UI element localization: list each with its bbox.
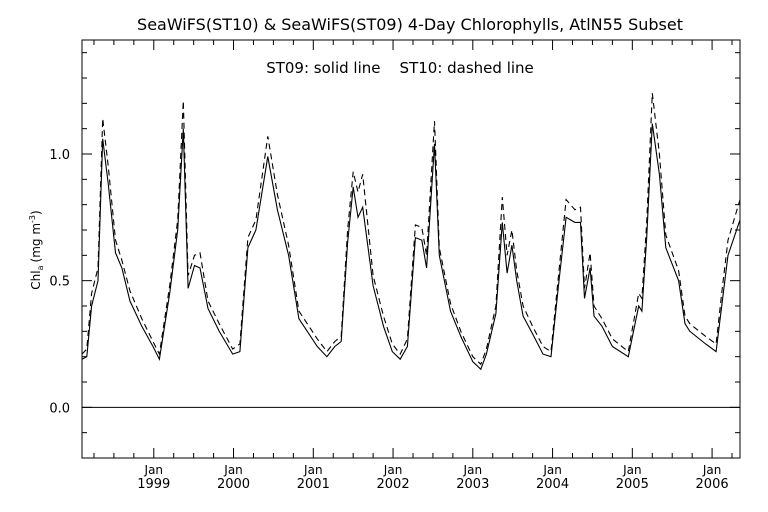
x-tick-year-label: 2000 <box>217 477 250 492</box>
x-tick-month-label: Jan <box>702 463 722 477</box>
y-axis-label-units-post: ) <box>29 210 43 215</box>
x-tick-year-label: 2004 <box>536 477 569 492</box>
x-tick-year-label: 1999 <box>137 477 170 492</box>
chart-title: SeaWiFS(ST10) & SeaWiFS(ST09) 4-Day Chlo… <box>137 15 683 34</box>
x-tick-year-label: 2003 <box>456 477 489 492</box>
x-tick-year-label: 2005 <box>616 477 649 492</box>
x-tick-month-label: Jan <box>622 463 642 477</box>
x-tick-month-label: Jan <box>463 463 483 477</box>
x-tick-month-label: Jan <box>542 463 562 477</box>
series-st09-line <box>81 123 741 371</box>
series-st10-line <box>81 93 741 366</box>
x-tick-year-label: 2001 <box>297 477 330 492</box>
x-tick-month-label: Jan <box>144 463 164 477</box>
y-tick-label: 0.0 <box>49 401 70 416</box>
x-axis-ticks: Jan1999Jan2000Jan2001Jan2002Jan2003Jan20… <box>93 40 733 492</box>
legend-annotation: ST09: solid line ST10: dashed line <box>266 59 534 77</box>
y-axis-label-main: Chl <box>29 270 43 289</box>
x-tick-year-label: 2006 <box>696 477 729 492</box>
y-axis-label-units-sup: -3 <box>28 215 37 223</box>
y-axis-label-sub: a <box>36 265 45 270</box>
x-tick-year-label: 2002 <box>377 477 410 492</box>
y-axis-label: Chla (mg m-3) <box>28 210 45 289</box>
x-tick-month-label: Jan <box>383 463 403 477</box>
series-layer <box>81 93 741 371</box>
y-tick-label: 1.0 <box>49 148 70 163</box>
x-tick-month-label: Jan <box>303 463 323 477</box>
x-tick-month-label: Jan <box>223 463 243 477</box>
y-axis-label-units-pre: (mg m <box>29 223 43 263</box>
plot-frame <box>81 39 741 459</box>
y-axis-ticks: 0.0 0.5 1.0 <box>49 52 740 434</box>
y-tick-label: 0.5 <box>49 275 70 290</box>
